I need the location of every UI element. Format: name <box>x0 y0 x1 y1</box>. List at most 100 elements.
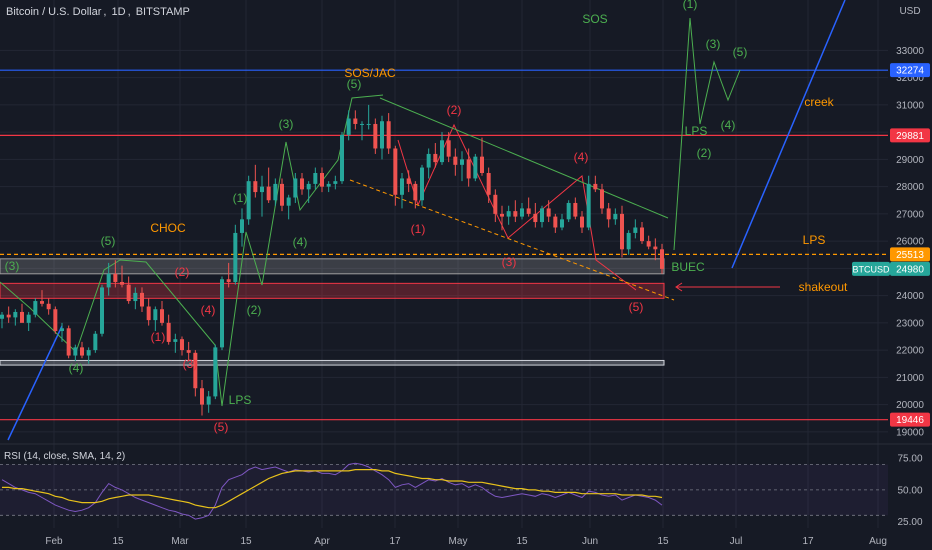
candle-97 <box>646 235 651 250</box>
price-tag-3: 24980 <box>896 264 924 275</box>
candle-26 <box>173 333 178 353</box>
annotation-4: SOS/JAC <box>344 66 396 80</box>
candle-body-62 <box>413 183 418 201</box>
price-tick-3: 22000 <box>896 346 924 357</box>
candle-body-69 <box>460 159 464 165</box>
candle-body-98 <box>653 246 658 250</box>
candle-16 <box>106 262 111 296</box>
annotation-6: creek <box>804 95 834 109</box>
annotation-15: (1) <box>411 222 426 236</box>
candle-body-17 <box>113 273 118 282</box>
candle-body-47 <box>313 173 318 184</box>
annotation-23: shakeout <box>799 280 848 294</box>
time-tick-4: Apr <box>314 536 330 547</box>
candle-body-41 <box>273 183 278 201</box>
candle-99 <box>660 243 664 274</box>
candle-body-86 <box>573 202 578 217</box>
candle-78 <box>520 202 524 220</box>
time-tick-5: 17 <box>389 536 401 547</box>
annotation-2: (3) <box>706 37 721 51</box>
candle-15 <box>100 284 104 337</box>
annotation-5: (5) <box>347 77 362 91</box>
candle-body-20 <box>133 292 138 302</box>
price-tag-2: 25513 <box>896 250 924 261</box>
candle-88 <box>586 175 591 231</box>
candle-body-1 <box>6 314 11 318</box>
candle-25 <box>166 314 171 345</box>
candle-63 <box>420 164 424 206</box>
annotation-3: (5) <box>733 45 748 59</box>
candle-body-35 <box>233 232 238 282</box>
candle-body-57 <box>380 121 384 149</box>
price-tick-5: 24000 <box>896 291 924 302</box>
candle-89 <box>593 175 598 193</box>
candle-body-2 <box>13 311 18 318</box>
candle-52 <box>346 110 351 141</box>
time-tick-0: Feb <box>45 536 63 547</box>
candle-47 <box>313 167 318 190</box>
candle-body-30 <box>200 388 204 405</box>
candle-53 <box>353 110 358 130</box>
candle-body-87 <box>580 216 584 228</box>
candle-3 <box>20 303 24 323</box>
candle-0 <box>0 311 4 329</box>
candle-87 <box>580 211 584 233</box>
candle-body-28 <box>186 350 191 353</box>
annotation-29: (4) <box>69 361 84 375</box>
candle-96 <box>640 222 644 244</box>
candle-85 <box>566 200 571 223</box>
candle-19 <box>126 276 131 304</box>
time-tick-11: 17 <box>802 536 814 547</box>
candle-6 <box>40 290 44 307</box>
price-zones <box>0 258 665 366</box>
candle-body-36 <box>240 219 244 233</box>
green-wave-path <box>0 94 384 407</box>
annotation-28: (3) <box>183 357 198 371</box>
candle-95 <box>633 219 638 239</box>
zone-1 <box>0 282 665 299</box>
candle-94 <box>626 230 631 255</box>
time-tick-1: 15 <box>112 536 124 547</box>
candle-36 <box>240 208 244 247</box>
candle-body-99 <box>660 249 664 269</box>
candle-76 <box>506 205 511 225</box>
candle-67 <box>446 132 451 163</box>
rsi-tick-0: 25.00 <box>897 517 922 528</box>
candle-70 <box>466 148 471 187</box>
symbol-tag: BTCUSD <box>852 264 890 274</box>
candle-body-29 <box>193 352 198 389</box>
price-tick-2: 21000 <box>896 373 924 384</box>
candle-34 <box>226 262 231 288</box>
annotation-7: (2) <box>447 103 462 117</box>
price-tick-13: 32000 <box>896 73 924 84</box>
time-axis: Feb 15 Mar 15 Apr 17 May 15 Jun 15 Jul 17 Aug <box>45 536 887 547</box>
candle-body-52 <box>346 118 351 135</box>
candlestick-series <box>0 104 664 416</box>
candle-11 <box>73 344 78 361</box>
candle-body-38 <box>253 181 258 193</box>
candle-body-21 <box>140 292 144 307</box>
candle-body-14 <box>93 333 98 351</box>
candle-body-54 <box>360 123 364 125</box>
candle-22 <box>146 298 151 326</box>
candle-body-78 <box>520 208 524 217</box>
candle-body-31 <box>206 396 211 405</box>
candle-body-68 <box>453 156 458 165</box>
candle-81 <box>540 205 544 228</box>
price-tag-bg-4 <box>890 412 930 427</box>
candle-69 <box>460 151 464 182</box>
candle-body-70 <box>466 159 471 179</box>
candle-body-8 <box>53 309 58 332</box>
candle-83 <box>553 213 558 233</box>
candle-45 <box>300 173 304 195</box>
rsi-line <box>1 462 663 520</box>
time-tick-6: May <box>449 536 468 547</box>
candle-93 <box>620 205 624 258</box>
rsi-tick-2: 75.00 <box>897 454 922 465</box>
candle-body-55 <box>366 123 371 125</box>
candle-body-45 <box>300 178 304 190</box>
candle-39 <box>260 175 264 217</box>
candle-body-4 <box>26 314 31 323</box>
candle-5 <box>33 298 38 318</box>
